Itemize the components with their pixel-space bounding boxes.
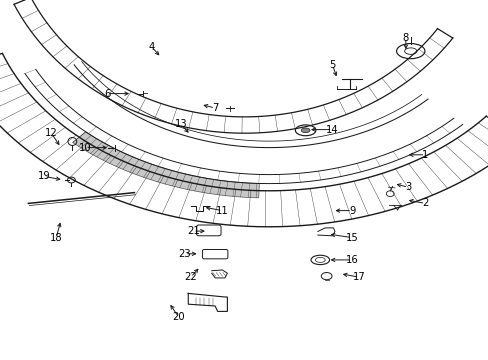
Text: 5: 5 [328, 60, 335, 70]
Polygon shape [73, 132, 259, 198]
Text: 14: 14 [325, 125, 338, 135]
Text: 18: 18 [50, 233, 62, 243]
Text: 19: 19 [38, 171, 50, 181]
Text: 8: 8 [402, 33, 408, 43]
Text: 13: 13 [174, 119, 187, 129]
Text: 7: 7 [211, 103, 218, 113]
Text: 20: 20 [172, 312, 184, 322]
Text: 9: 9 [348, 206, 355, 216]
Text: 23: 23 [178, 249, 191, 259]
Text: 2: 2 [421, 198, 428, 208]
Text: 4: 4 [148, 42, 154, 52]
Text: 16: 16 [345, 255, 358, 265]
Ellipse shape [301, 128, 309, 132]
Text: 3: 3 [405, 182, 410, 192]
Text: 10: 10 [79, 143, 92, 153]
Text: 21: 21 [186, 226, 199, 236]
Text: 15: 15 [345, 233, 358, 243]
Text: 22: 22 [184, 272, 197, 282]
Text: 17: 17 [352, 272, 365, 282]
Text: 12: 12 [45, 128, 58, 138]
Text: 6: 6 [104, 89, 111, 99]
Text: 1: 1 [421, 150, 428, 160]
Text: 11: 11 [216, 206, 228, 216]
